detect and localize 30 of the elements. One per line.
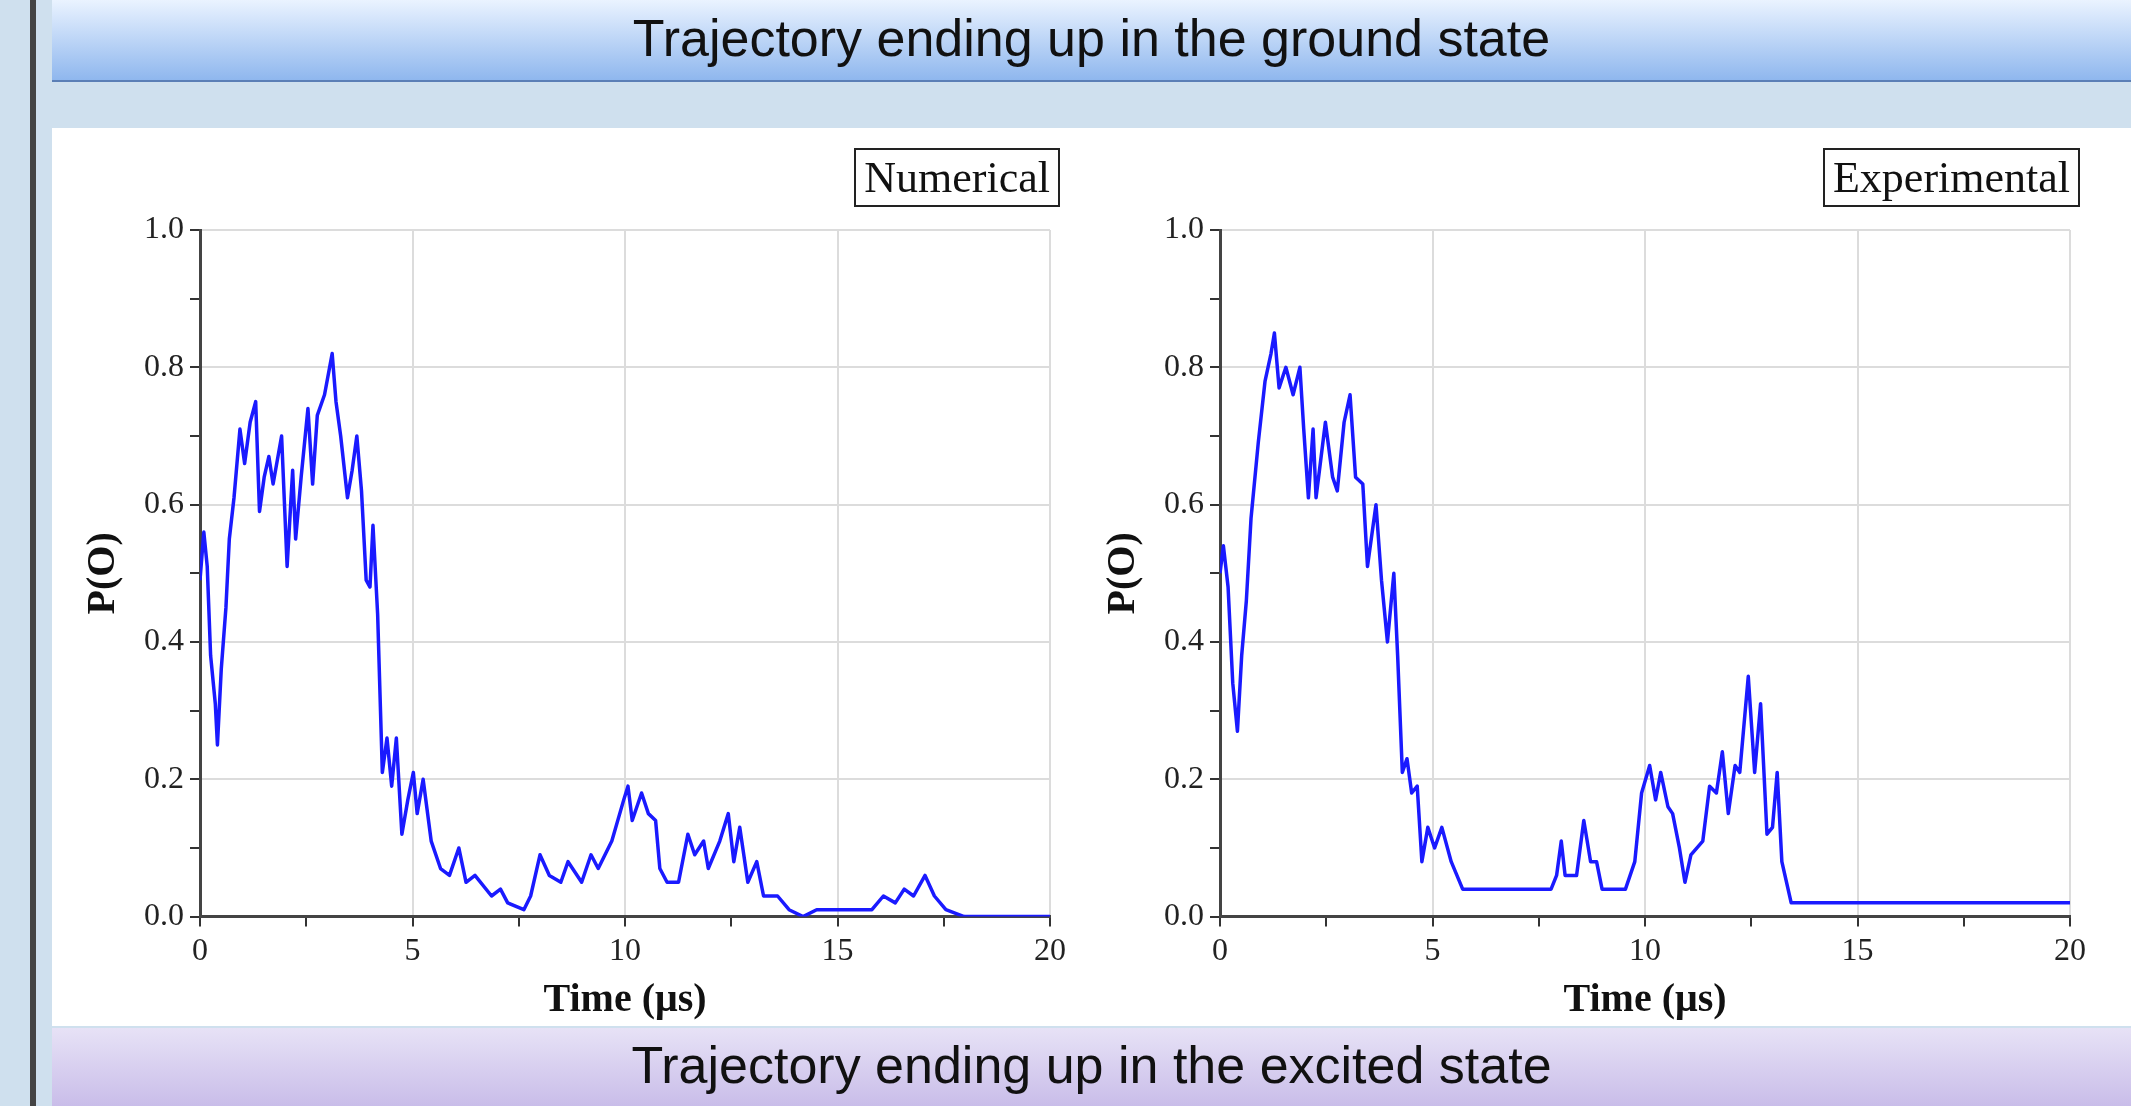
y-axis-title: P(O) bbox=[1098, 532, 1144, 615]
x-tick-label: 0 bbox=[192, 931, 208, 968]
y-axis-title: P(O) bbox=[78, 532, 124, 615]
x-tick-label: 5 bbox=[404, 931, 421, 968]
x-tick-label: 10 bbox=[609, 931, 641, 968]
x-axis-title: Time (μs) bbox=[1563, 975, 1727, 1021]
x-tick-label: 20 bbox=[2054, 931, 2086, 968]
y-tick-label: 0.2 bbox=[1164, 758, 1204, 795]
y-tick-label: 0.0 bbox=[144, 896, 184, 933]
y-tick-label: 0.4 bbox=[1164, 621, 1204, 658]
x-tick-label: 10 bbox=[1629, 931, 1661, 968]
y-tick-label: 0.0 bbox=[1164, 896, 1204, 933]
y-tick-label: 0.6 bbox=[1164, 484, 1204, 521]
chart-title: Numerical bbox=[854, 148, 1060, 207]
x-tick-label: 0 bbox=[1212, 931, 1228, 968]
x-tick-label: 15 bbox=[821, 931, 854, 968]
x-axis-title: Time (μs) bbox=[543, 975, 707, 1021]
x-tick-label: 5 bbox=[1424, 931, 1441, 968]
y-tick-label: 0.8 bbox=[144, 346, 184, 383]
y-tick-label: 1.0 bbox=[1164, 209, 1204, 246]
x-tick-label: 15 bbox=[1841, 931, 1874, 968]
text: Trajectory ending up in the ground state bbox=[52, 0, 2131, 82]
text: Trajectory ending up in the excited state bbox=[52, 1028, 2131, 1106]
y-tick-label: 0.2 bbox=[144, 758, 184, 795]
y-tick-label: 0.6 bbox=[144, 484, 184, 521]
y-tick-label: 0.4 bbox=[144, 621, 184, 658]
y-tick-label: 0.8 bbox=[1164, 346, 1204, 383]
x-tick-label: 20 bbox=[1034, 931, 1066, 968]
y-tick-label: 1.0 bbox=[144, 209, 184, 246]
chart-title: Experimental bbox=[1822, 148, 2080, 207]
